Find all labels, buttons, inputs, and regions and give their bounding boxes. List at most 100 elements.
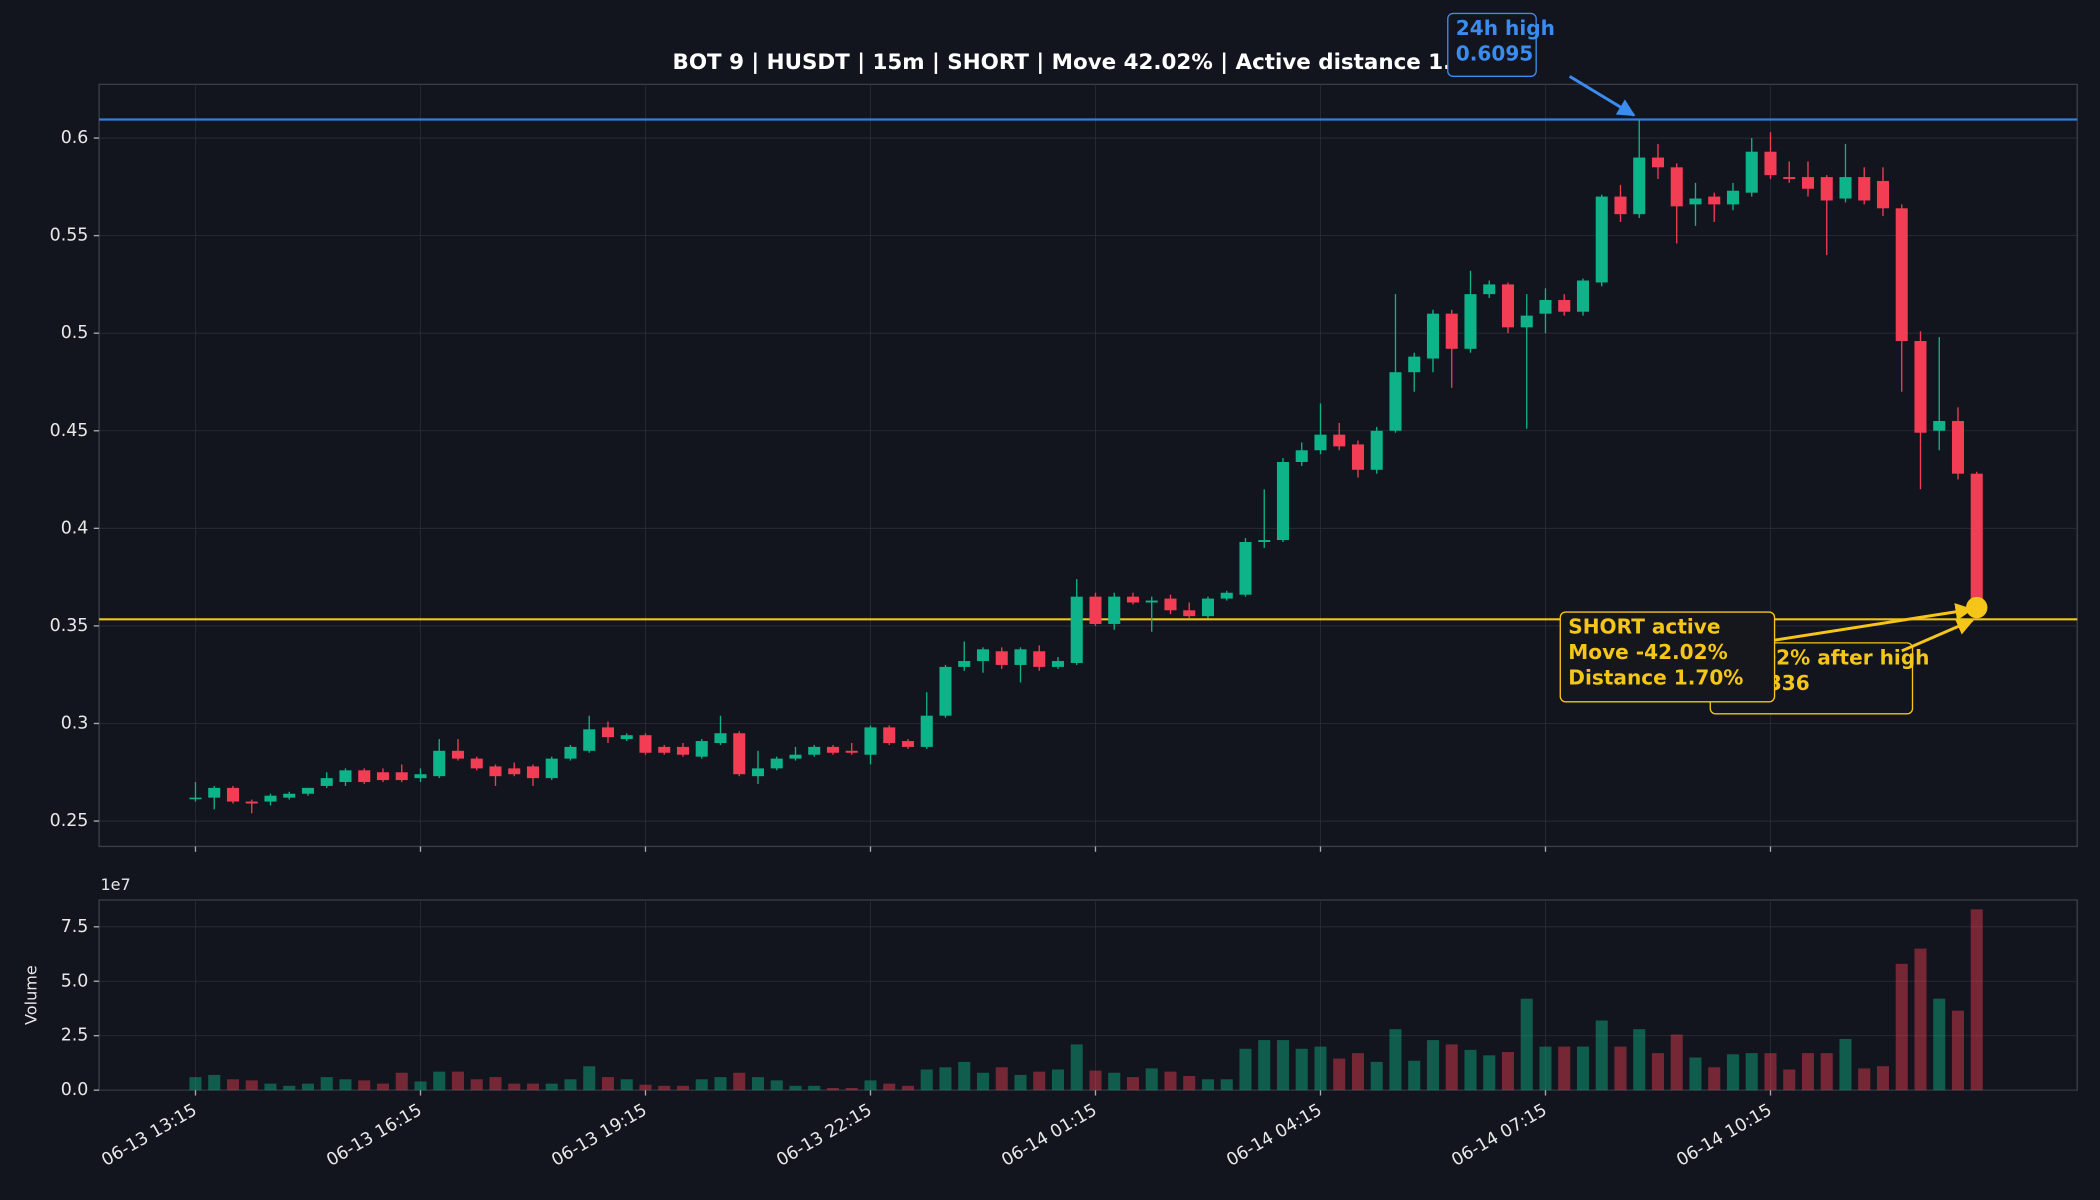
volume-bar bbox=[1614, 1046, 1627, 1091]
candle-body bbox=[995, 651, 1008, 665]
candle-body bbox=[1051, 661, 1065, 667]
volume-bar bbox=[376, 1083, 390, 1091]
volume-bar bbox=[1745, 1053, 1758, 1091]
candle-body bbox=[470, 758, 483, 769]
candle-body bbox=[714, 733, 727, 744]
volume-bar bbox=[845, 1088, 858, 1091]
volume-bar bbox=[1089, 1070, 1102, 1091]
volume-bar bbox=[245, 1080, 258, 1091]
y-tick-label: 0.4 bbox=[61, 518, 89, 538]
y-tick-label: 0.0 bbox=[61, 1080, 89, 1100]
y-tick-label: 0.35 bbox=[50, 616, 89, 636]
candle-body bbox=[1876, 180, 1890, 209]
annotation-text: 0.6095 bbox=[1456, 41, 1533, 65]
candle-body bbox=[1520, 315, 1533, 328]
candle-body bbox=[883, 727, 896, 744]
candle-body bbox=[1689, 198, 1702, 205]
candle-body bbox=[208, 787, 221, 798]
volume-bar bbox=[639, 1084, 652, 1091]
volume-bar bbox=[1801, 1053, 1815, 1091]
candle-body bbox=[376, 772, 390, 781]
candle-body bbox=[1164, 598, 1177, 611]
volume-bar bbox=[395, 1072, 408, 1091]
volume-bar bbox=[1595, 1020, 1608, 1091]
volume-bar bbox=[939, 1067, 952, 1091]
candle-body bbox=[545, 758, 558, 779]
candle-body bbox=[1801, 177, 1815, 189]
volume-bar bbox=[658, 1085, 671, 1091]
candle-body bbox=[1539, 300, 1552, 314]
volume-bar bbox=[1951, 1010, 1965, 1091]
annotation-text: Distance 1.70% bbox=[1568, 666, 1743, 690]
volume-bar bbox=[1314, 1046, 1327, 1091]
candle-body bbox=[283, 793, 296, 798]
candle-body bbox=[1220, 592, 1233, 599]
y-tick-label: 0.45 bbox=[50, 421, 89, 441]
candle-body bbox=[1670, 167, 1683, 207]
candle-body bbox=[1333, 434, 1346, 447]
candle-body bbox=[939, 666, 952, 716]
volume-bar bbox=[1183, 1076, 1196, 1091]
current-price-marker bbox=[1966, 596, 1988, 619]
candle-body bbox=[1708, 196, 1721, 205]
volume-bar bbox=[320, 1077, 333, 1091]
volume-bar bbox=[1914, 948, 1927, 1091]
volume-bar bbox=[695, 1079, 708, 1091]
volume-panel bbox=[98, 899, 2078, 1091]
chart-title: BOT 9 | HUSDT | 15m | SHORT | Move 42.02… bbox=[673, 50, 1503, 75]
volume-bar bbox=[489, 1077, 502, 1091]
candle-body bbox=[958, 661, 971, 667]
volume-bar bbox=[189, 1077, 202, 1091]
annotation-text: Move -42.02% bbox=[1568, 640, 1727, 664]
candle-body bbox=[920, 715, 933, 747]
annotation-text: 24h high bbox=[1456, 16, 1555, 40]
candle-body bbox=[1726, 190, 1740, 205]
candle-body bbox=[1239, 541, 1252, 595]
candle-body bbox=[845, 750, 858, 753]
candle-body bbox=[226, 787, 240, 802]
volume-bar bbox=[1276, 1040, 1290, 1091]
volume-bar bbox=[301, 1083, 315, 1091]
candle-body bbox=[526, 766, 540, 779]
volume-bar bbox=[1220, 1079, 1233, 1091]
volume-bar bbox=[1558, 1046, 1571, 1091]
volume-bar bbox=[1033, 1071, 1046, 1091]
volume-bar bbox=[1164, 1071, 1177, 1091]
volume-bar bbox=[864, 1080, 877, 1091]
candle-body bbox=[1595, 196, 1608, 283]
volume-bar bbox=[1839, 1038, 1852, 1091]
volume-bar bbox=[714, 1077, 727, 1091]
candle-body bbox=[189, 797, 202, 800]
candle-body bbox=[1895, 208, 1908, 341]
volume-bar bbox=[358, 1080, 371, 1091]
volume-bar bbox=[920, 1069, 933, 1091]
candle-body bbox=[1070, 596, 1083, 663]
volume-bar bbox=[1333, 1058, 1346, 1091]
candle-body bbox=[1633, 157, 1646, 215]
volume-bar bbox=[601, 1077, 615, 1091]
volume-bar bbox=[789, 1085, 802, 1091]
volume-bar bbox=[1970, 909, 1983, 1091]
candle-body bbox=[1839, 177, 1852, 199]
candle-body bbox=[1464, 294, 1477, 349]
volume-bar bbox=[226, 1079, 240, 1091]
candle-body bbox=[414, 774, 427, 779]
candle-body bbox=[1745, 151, 1758, 193]
volume-bar bbox=[1201, 1079, 1215, 1091]
candle-body bbox=[1951, 421, 1965, 474]
volume-bar bbox=[1483, 1055, 1496, 1091]
volume-bar bbox=[1258, 1040, 1271, 1091]
volume-bar bbox=[1408, 1060, 1421, 1091]
volume-bar bbox=[1126, 1077, 1140, 1091]
candle-body bbox=[451, 750, 465, 759]
y-tick-label: 2.5 bbox=[61, 1026, 89, 1046]
annotation-arrow bbox=[1568, 75, 1636, 117]
volume-bar bbox=[1464, 1049, 1477, 1091]
volume-bar bbox=[1389, 1029, 1402, 1091]
candle-body bbox=[1126, 596, 1140, 603]
candle-body bbox=[1108, 596, 1121, 624]
volume-bar bbox=[1576, 1046, 1590, 1091]
candle-body bbox=[1483, 284, 1496, 295]
